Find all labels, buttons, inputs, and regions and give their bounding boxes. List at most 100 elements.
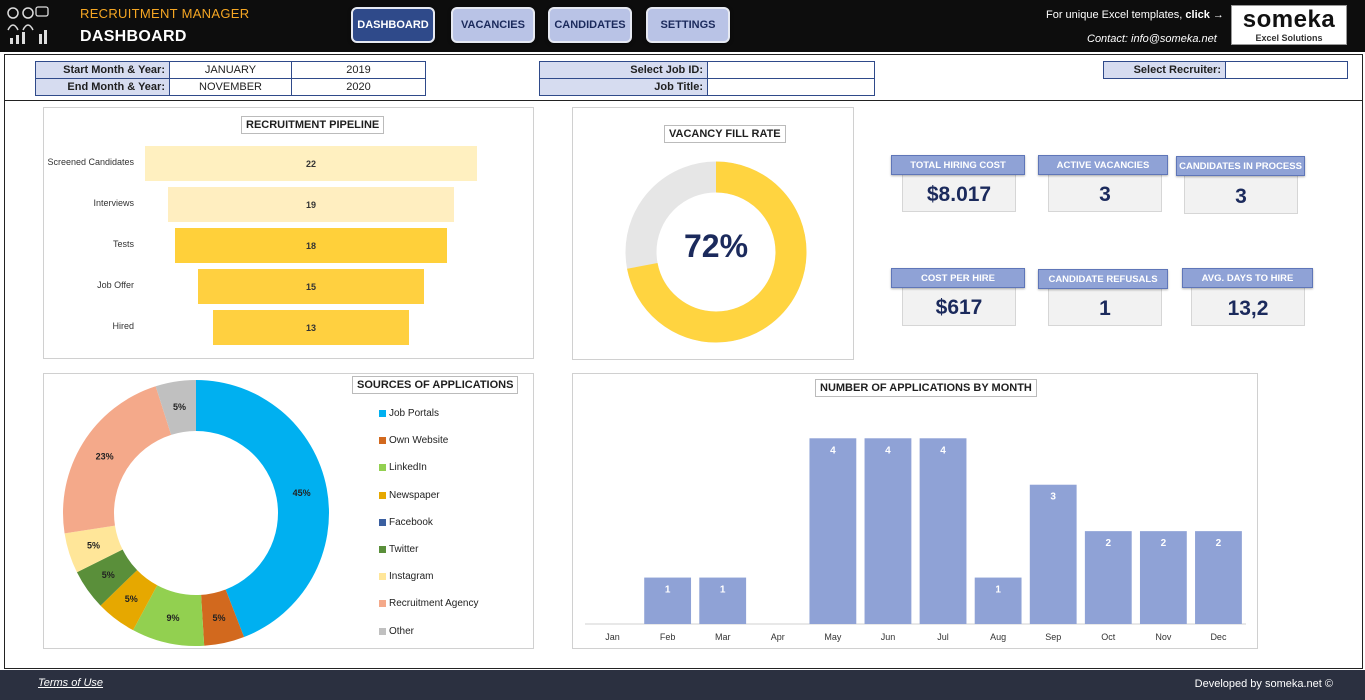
- month-tick-label: Oct: [1101, 632, 1116, 642]
- fill-rate-donut: [625, 161, 807, 343]
- legend-item: Facebook: [379, 517, 433, 528]
- pipeline-stage-bar: 15: [197, 269, 425, 304]
- legend-label: Own Website: [389, 435, 449, 447]
- legend-item: Other: [379, 626, 414, 637]
- month-bar-value: 3: [1050, 492, 1056, 503]
- kpi-value: 3: [1099, 183, 1111, 206]
- legend-label: Facebook: [389, 516, 433, 528]
- start-month-select[interactable]: JANUARY: [169, 61, 292, 79]
- legend-item: Own Website: [379, 435, 448, 446]
- recruitment-pipeline-panel: RECRUITMENT PIPELINE Screened Candidates…: [43, 107, 534, 359]
- fill-rate-arc: [625, 161, 807, 343]
- contact-info: Contact: info@someka.net: [1087, 33, 1217, 45]
- month-bar: [809, 438, 857, 624]
- month-bar-value: 1: [995, 585, 1001, 596]
- month-tick-label: Jun: [881, 632, 896, 642]
- sources-slice-label: 5%: [125, 594, 138, 604]
- terms-of-use-link[interactable]: Terms of Use: [38, 677, 104, 689]
- month-bar: [974, 577, 1022, 624]
- legend-label: Newspaper: [389, 489, 440, 501]
- kpi-value: $617: [935, 296, 983, 319]
- pipeline-stage-bar: 19: [167, 187, 455, 222]
- month-bar: [644, 577, 692, 624]
- start-year-select[interactable]: 2019: [291, 61, 426, 79]
- kpi-label: ACTIVE VACANCIES: [1038, 155, 1168, 175]
- month-tick-label: Nov: [1155, 632, 1172, 642]
- end-year-select[interactable]: 2020: [291, 78, 426, 96]
- legend-item: Newspaper: [379, 490, 440, 501]
- kpi-value: 3: [1235, 185, 1247, 208]
- sources-slice-label: 9%: [166, 613, 179, 623]
- brand-subtitle: Excel Solutions: [1255, 33, 1323, 43]
- someka-brand-logo[interactable]: someka Excel Solutions: [1231, 5, 1347, 45]
- sources-slice: [63, 386, 172, 534]
- legend-label: LinkedIn: [389, 462, 427, 474]
- vacancy-fill-rate-panel: VACANCY FILL RATE 72%: [572, 107, 854, 360]
- kpi-label: AVG. DAYS TO HIRE: [1182, 268, 1313, 288]
- month-bar: [864, 438, 912, 624]
- kpi-label: TOTAL HIRING COST: [891, 155, 1025, 175]
- promo-link[interactable]: click →: [1185, 9, 1224, 21]
- legend-swatch: [379, 546, 386, 553]
- legend-swatch: [379, 464, 386, 472]
- sources-panel: SOURCES OF APPLICATIONS 45% 5% 9% 5% 5% 5% 23%…: [43, 373, 534, 649]
- legend-label: Instagram: [389, 571, 434, 583]
- kpi-value: $8.017: [926, 183, 992, 206]
- sources-slice-label: 45%: [293, 488, 311, 498]
- legend-swatch: [379, 491, 386, 499]
- legend-item: Instagram: [379, 571, 433, 582]
- app-title: RECRUITMENT MANAGER: [80, 6, 250, 21]
- month-bar-value: 2: [1161, 538, 1167, 549]
- monthly-applications-panel: NUMBER OF APPLICATIONS BY MONTH Jan 1 Feb 1…: [572, 373, 1258, 649]
- job-id-label: Select Job ID:: [539, 61, 708, 79]
- kpi-value: 13,2: [1227, 297, 1269, 320]
- filter-bar: Start Month & Year: JANUARY 2019 End Mon…: [4, 54, 1363, 101]
- legend-swatch: [379, 410, 386, 417]
- nav-settings-button[interactable]: SETTINGS: [646, 7, 730, 43]
- month-bar-value: 2: [1106, 538, 1112, 549]
- month-tick-label: May: [824, 632, 842, 642]
- sources-slice: [64, 525, 123, 573]
- pipeline-stage-label: Screened Candidates: [47, 157, 134, 167]
- sources-slice: [155, 380, 196, 435]
- end-month-label: End Month & Year:: [35, 78, 170, 96]
- sources-slice: [133, 585, 205, 646]
- nav-dashboard-button[interactable]: DASHBOARD: [351, 7, 435, 43]
- month-bar: [1195, 531, 1242, 624]
- month-bar: [1029, 484, 1077, 624]
- sources-slice-label: 5%: [173, 402, 186, 412]
- legend-swatch: [379, 437, 386, 445]
- month-bar-value: 1: [665, 585, 671, 596]
- month-bar: [699, 577, 747, 624]
- month-bar: [1139, 531, 1187, 624]
- start-month-label: Start Month & Year:: [35, 61, 170, 79]
- pipeline-stage-bar: 18: [175, 228, 447, 263]
- kpi-label: CANDIDATE REFUSALS: [1038, 269, 1168, 289]
- top-header: RECRUITMENT MANAGER DASHBOARD DASHBOARD …: [0, 0, 1365, 52]
- legend-swatch: [379, 518, 386, 526]
- recruitment-logo-icon: [7, 6, 49, 44]
- month-tick-label: Aug: [990, 632, 1006, 642]
- legend-label: Job Portals: [389, 408, 440, 419]
- legend-label: Other: [389, 625, 415, 637]
- nav-candidates-button[interactable]: CANDIDATES: [548, 7, 632, 43]
- job-title-label: Job Title:: [539, 78, 708, 96]
- recruiter-filter: Select Recruiter:: [1103, 61, 1348, 79]
- pipeline-stage-label: Tests: [112, 239, 134, 249]
- date-range-filter: Start Month & Year: JANUARY 2019 End Mon…: [35, 61, 426, 96]
- job-filter: Select Job ID: Job Title:: [539, 61, 875, 96]
- legend-item: Recruitment Agency: [379, 598, 479, 609]
- month-tick-label: Mar: [715, 632, 731, 642]
- legend-label: Twitter: [389, 544, 419, 555]
- month-bar-value: 2: [1216, 538, 1222, 549]
- end-month-select[interactable]: NOVEMBER: [169, 78, 292, 96]
- month-tick-label: Sep: [1045, 632, 1061, 642]
- nav-vacancies-button[interactable]: VACANCIES: [451, 7, 535, 43]
- month-tick-label: Apr: [771, 632, 785, 642]
- recruiter-select[interactable]: [1225, 61, 1348, 79]
- pipeline-stage-label: Job Offer: [97, 280, 134, 290]
- kpi-label: COST PER HIRE: [891, 268, 1025, 288]
- legend-item: LinkedIn: [379, 462, 427, 473]
- sources-slice-label: 5%: [102, 570, 115, 580]
- job-id-select[interactable]: [707, 61, 875, 79]
